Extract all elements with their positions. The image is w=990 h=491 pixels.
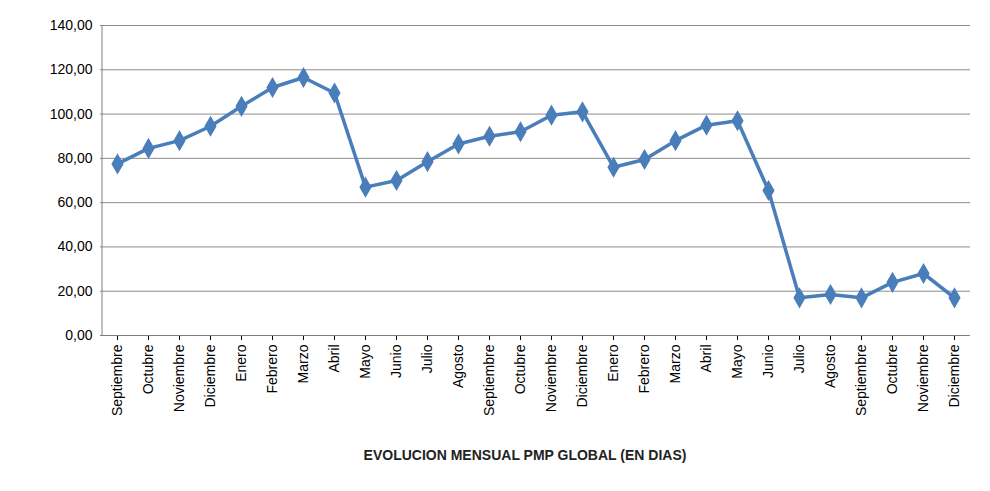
svg-text:Octubre: Octubre xyxy=(884,344,900,394)
svg-text:100,00: 100,00 xyxy=(50,106,93,122)
svg-text:Agosto: Agosto xyxy=(450,344,466,388)
svg-text:140,00: 140,00 xyxy=(50,17,93,33)
svg-text:Mayo: Mayo xyxy=(729,344,745,378)
svg-text:Febrero: Febrero xyxy=(636,344,652,393)
svg-text:Enero: Enero xyxy=(233,344,249,382)
svg-text:Julio: Julio xyxy=(419,344,435,373)
svg-text:Mayo: Mayo xyxy=(357,344,373,378)
svg-text:60,00: 60,00 xyxy=(57,194,92,210)
svg-text:Abril: Abril xyxy=(698,345,714,373)
svg-text:120,00: 120,00 xyxy=(50,61,93,77)
html-text:EVOLUCION MENSUAL PMP GLOBAL (: EVOLUCION MENSUAL PMP GLOBAL (EN DIAS) xyxy=(363,447,687,463)
svg-text:Noviembre: Noviembre xyxy=(543,344,559,412)
svg-text:Agosto: Agosto xyxy=(822,344,838,388)
svg-text:20,00: 20,00 xyxy=(57,283,92,299)
svg-text:Diciembre: Diciembre xyxy=(202,344,218,407)
svg-text:Septiembre: Septiembre xyxy=(481,344,497,416)
svg-text:Junio: Junio xyxy=(760,344,776,378)
svg-text:Octubre: Octubre xyxy=(140,344,156,394)
svg-text:Octubre: Octubre xyxy=(512,344,528,394)
svg-text:Julio: Julio xyxy=(791,344,807,373)
svg-text:Noviembre: Noviembre xyxy=(171,344,187,412)
svg-text:Septiembre: Septiembre xyxy=(853,344,869,416)
svg-text:Diciembre: Diciembre xyxy=(574,344,590,407)
svg-text:Marzo: Marzo xyxy=(295,344,311,383)
svg-text:80,00: 80,00 xyxy=(57,150,92,166)
svg-text:0,00: 0,00 xyxy=(65,327,92,343)
svg-text:Enero: Enero xyxy=(605,344,621,382)
svg-text:Diciembre: Diciembre xyxy=(946,344,962,407)
svg-text:Junio: Junio xyxy=(388,344,404,378)
svg-text:Abril: Abril xyxy=(326,345,342,373)
svg-text:Noviembre: Noviembre xyxy=(915,344,931,412)
svg-text:Septiembre: Septiembre xyxy=(109,344,125,416)
svg-text:Febrero: Febrero xyxy=(264,344,280,393)
svg-text:Marzo: Marzo xyxy=(667,344,683,383)
svg-text:40,00: 40,00 xyxy=(57,238,92,254)
